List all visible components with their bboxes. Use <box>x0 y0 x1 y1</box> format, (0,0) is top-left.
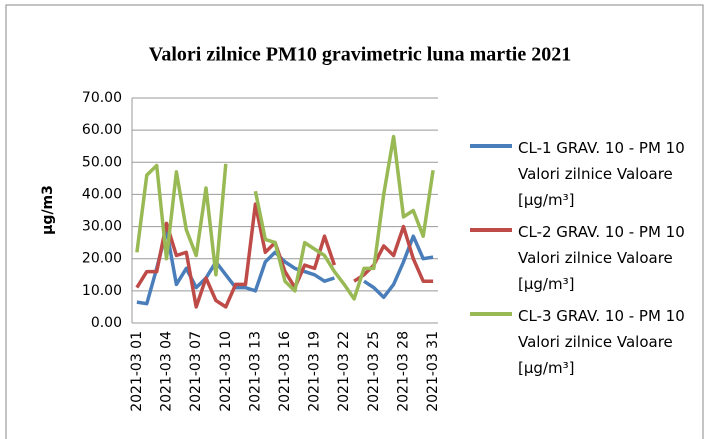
x-tick-label: 2021-03 01 <box>129 331 145 412</box>
y-tick-label: 30.00 <box>82 219 122 235</box>
x-tick-label: 2021-03 16 <box>277 331 293 412</box>
y-tick-label: 0.00 <box>91 315 122 331</box>
y-tick-label: 60.00 <box>82 122 122 138</box>
x-tick-label: 2021-03 04 <box>159 331 175 412</box>
x-tick-label: 2021-03 31 <box>425 331 441 412</box>
chart-title: Valori zilnice PM10 gravimetric luna mar… <box>149 44 572 66</box>
x-tick-label: 2021-03 07 <box>188 331 204 412</box>
y-tick-label: 20.00 <box>82 251 122 267</box>
legend-swatch <box>470 144 512 148</box>
x-tick-label: 2021-03 25 <box>366 331 382 412</box>
legend-label: CL-1 GRAV. 10 - PM 10 Valori zilnice Val… <box>518 139 685 209</box>
legend-label: CL-2 GRAV. 10 - PM 10 Valori zilnice Val… <box>518 223 685 293</box>
legend-item: CL-2 GRAV. 10 - PM 10 Valori zilnice Val… <box>470 219 695 297</box>
legend-label: CL-3 GRAV. 10 - PM 10 Valori zilnice Val… <box>518 307 685 377</box>
x-tick-label: 2021-03 19 <box>307 331 323 412</box>
y-axis-label: µg/m3 <box>40 185 56 235</box>
y-tick-label: 50.00 <box>82 154 122 170</box>
x-tick-label: 2021-03 28 <box>395 331 411 412</box>
y-tick-label: 10.00 <box>82 283 122 299</box>
y-tick-label: 70.00 <box>82 90 122 106</box>
legend-swatch <box>470 228 512 232</box>
x-tick-label: 2021-03 10 <box>218 331 234 412</box>
x-tick-label: 2021-03 13 <box>247 331 263 412</box>
legend-item: CL-1 GRAV. 10 - PM 10 Valori zilnice Val… <box>470 135 695 213</box>
y-tick-label: 40.00 <box>82 186 122 202</box>
series-line <box>135 134 435 301</box>
chart-frame <box>5 4 704 439</box>
legend-item: CL-3 GRAV. 10 - PM 10 Valori zilnice Val… <box>470 303 695 381</box>
legend-swatch <box>470 312 512 316</box>
x-tick-label: 2021-03 22 <box>336 331 352 412</box>
legend: CL-1 GRAV. 10 - PM 10 Valori zilnice Val… <box>470 135 695 387</box>
